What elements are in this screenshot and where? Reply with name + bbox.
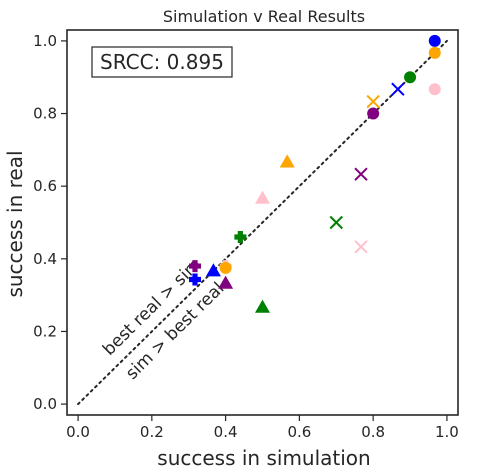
- y-tick-label: 0.0: [33, 395, 57, 413]
- x-tick-label: 0.8: [361, 423, 385, 441]
- x-tick-label: 0.2: [140, 423, 164, 441]
- data-point-x: [354, 240, 368, 254]
- data-point-circle: [367, 107, 380, 120]
- data-point-triangle: [205, 263, 221, 277]
- plot-frame: [66, 29, 459, 416]
- x-tick-label: 1.0: [435, 423, 459, 441]
- data-point-plus: [234, 231, 247, 244]
- data-point-x: [354, 167, 368, 181]
- y-tick-label: 0.6: [33, 177, 57, 195]
- diagonal-reference-line: [77, 39, 448, 406]
- x-tick-label: 0.6: [287, 423, 311, 441]
- x-axis-label: success in simulation: [157, 446, 370, 470]
- data-point-x: [366, 94, 380, 109]
- data-point-circle: [428, 34, 441, 47]
- y-tick-label: 0.4: [33, 250, 57, 268]
- data-point-triangle: [279, 154, 295, 168]
- x-tick-label: 0.0: [66, 423, 90, 441]
- y-tick-label: 0.2: [33, 322, 57, 340]
- data-point-plus: [188, 260, 201, 273]
- srcc-label: SRCC: 0.895: [100, 50, 224, 74]
- srcc-box: SRCC: 0.895: [91, 46, 233, 78]
- data-point-circle: [428, 83, 441, 96]
- data-point-plus: [188, 273, 201, 286]
- points-layer: [188, 34, 441, 313]
- data-point-circle: [219, 261, 232, 274]
- x-tick-label: 0.4: [214, 423, 238, 441]
- data-point-triangle: [255, 190, 270, 204]
- chart-title: Simulation v Real Results: [163, 7, 365, 26]
- y-tick-label: 0.8: [33, 105, 57, 123]
- data-point-triangle: [255, 299, 270, 313]
- data-point-x: [391, 82, 405, 96]
- data-point-triangle: [218, 275, 234, 289]
- data-point-circle: [428, 46, 441, 59]
- y-tick-label: 1.0: [33, 32, 57, 50]
- data-point-x: [329, 215, 343, 230]
- srcc-box-frame: [91, 46, 233, 78]
- y-axis-label: success in real: [3, 150, 27, 297]
- axes-layer: 0.0 0.2 0.4 0.6 0.8 1.0 0.0 0.2 0.4 0.6 0.8 1.0: [33, 29, 459, 441]
- data-point-circle: [404, 71, 417, 84]
- reference-layer: [77, 39, 448, 406]
